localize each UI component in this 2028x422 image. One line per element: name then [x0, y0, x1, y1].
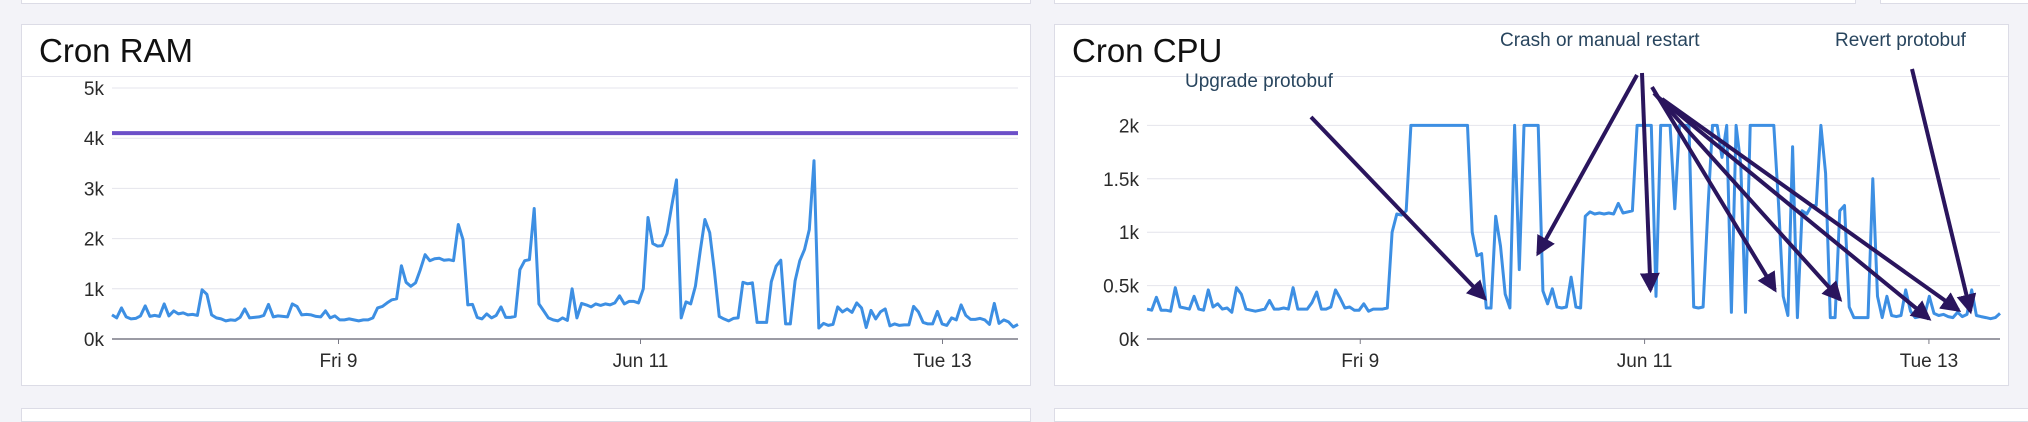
panel-stub-top-right [1880, 0, 2028, 4]
y-tick-label: 0.5k [1103, 277, 1139, 298]
cron-ram-panel[interactable]: Cron RAM 0k 1k 2k 3k 4k 5k Fri 9 Jun 11 Tue 13 [21, 24, 1031, 386]
cron-ram-chart[interactable]: 0k 1k 2k 3k 4k 5k Fri 9 Jun 11 Tue 13 [22, 25, 1032, 387]
annotation-label: Upgrade protobuf [1185, 71, 1334, 92]
y-tick-label: 1k [1119, 223, 1140, 244]
annotation-arrow [1912, 69, 1970, 311]
y-tick-label: 0k [84, 330, 105, 351]
x-tick-label: Jun 11 [1617, 351, 1673, 372]
series-line [112, 161, 1018, 328]
y-tick-label: 4k [84, 129, 105, 150]
x-tick-label: Tue 13 [913, 351, 971, 372]
panel-stub-top-middle [1054, 0, 1856, 4]
annotation-arrow [1662, 99, 1959, 310]
annotation-arrow [1652, 87, 1775, 290]
annotation-arrow [1538, 75, 1637, 254]
panel-stub-top-left [21, 0, 1031, 4]
x-tick-label: Jun 11 [613, 351, 669, 372]
annotation-label: Crash or manual restart [1500, 30, 1700, 51]
x-tick-label: Fri 9 [320, 351, 358, 372]
y-tick-label: 3k [84, 179, 105, 200]
y-tick-label: 5k [84, 79, 105, 100]
panel-stub-bottom-left [21, 408, 1031, 422]
annotation-arrow [1642, 73, 1651, 290]
y-tick-label: 2k [84, 230, 105, 251]
y-tick-label: 0k [1119, 330, 1140, 351]
annotation-arrow [1311, 117, 1485, 298]
y-tick-label: 1k [84, 280, 105, 301]
panel-stub-bottom-right [1054, 408, 2028, 422]
x-tick-label: Tue 13 [1900, 351, 1958, 372]
annotation-label: Revert protobuf [1835, 30, 1967, 51]
cron-cpu-chart[interactable]: 0k 0.5k 1k 1.5k 2k Fri 9 Jun 11 Tue 13 Upgrade p… [1055, 25, 2010, 387]
y-tick-label: 1.5k [1103, 170, 1139, 191]
y-tick-label: 2k [1119, 116, 1140, 137]
series-line [1147, 125, 2000, 318]
cron-cpu-panel[interactable]: Cron CPU 0k 0.5k 1k 1.5k 2k Fri 9 Jun 11 Tue 13… [1054, 24, 2009, 386]
x-tick-label: Fri 9 [1341, 351, 1379, 372]
